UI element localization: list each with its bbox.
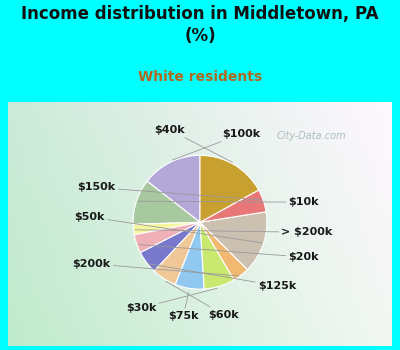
Wedge shape — [200, 155, 259, 222]
Wedge shape — [200, 212, 267, 270]
Wedge shape — [175, 222, 204, 289]
Text: $75k: $75k — [168, 292, 198, 321]
Text: $50k: $50k — [74, 212, 262, 243]
Text: $60k: $60k — [166, 281, 239, 320]
Wedge shape — [154, 222, 200, 285]
Wedge shape — [133, 222, 200, 235]
Wedge shape — [147, 155, 200, 222]
Text: $125k: $125k — [148, 264, 296, 291]
Wedge shape — [133, 181, 200, 224]
Wedge shape — [140, 222, 200, 271]
Text: $100k: $100k — [172, 129, 260, 160]
Text: Income distribution in Middletown, PA
(%): Income distribution in Middletown, PA (%… — [21, 5, 379, 46]
Text: $10k: $10k — [138, 197, 319, 207]
Text: $200k: $200k — [72, 259, 239, 276]
Text: $20k: $20k — [138, 245, 319, 262]
Text: > $200k: > $200k — [135, 227, 333, 237]
Text: $30k: $30k — [126, 288, 217, 313]
Wedge shape — [200, 190, 266, 222]
Text: $40k: $40k — [154, 125, 232, 162]
Text: $150k: $150k — [77, 182, 262, 200]
Wedge shape — [134, 222, 200, 253]
Wedge shape — [200, 222, 247, 280]
Wedge shape — [200, 222, 234, 289]
Text: White residents: White residents — [138, 70, 262, 84]
Text: City-Data.com: City-Data.com — [277, 131, 346, 141]
